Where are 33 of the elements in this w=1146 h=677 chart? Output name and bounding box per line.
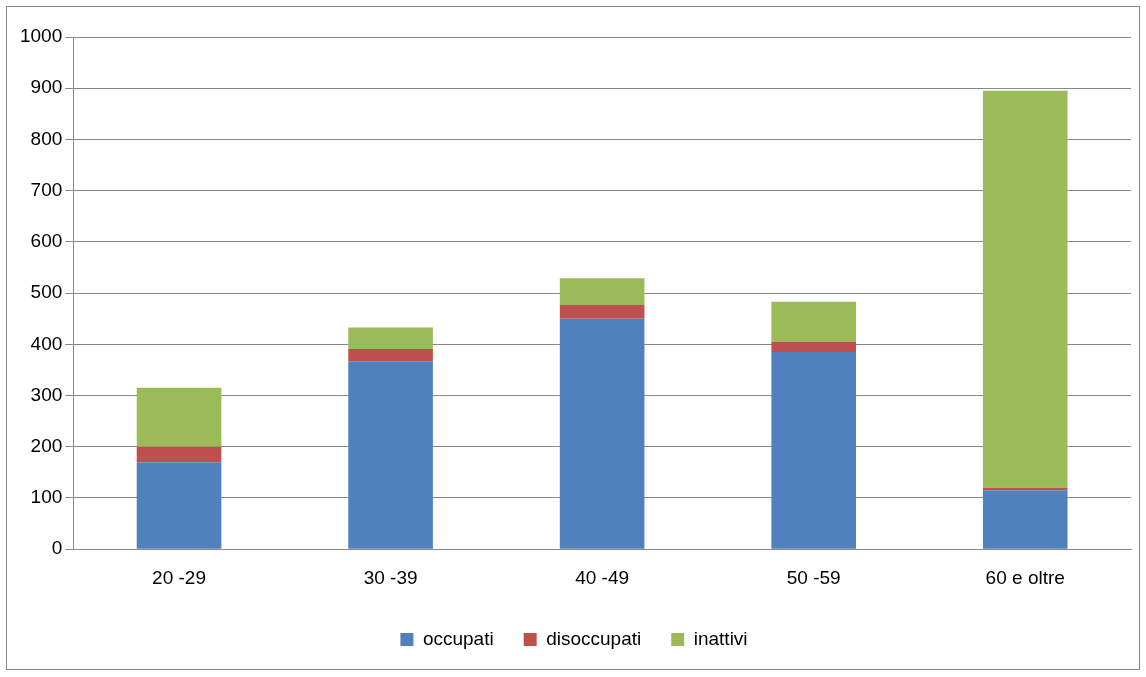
y-tick-label: 500 — [30, 281, 63, 303]
bar — [136, 446, 222, 463]
y-tick-label: 800 — [30, 127, 63, 149]
bar — [348, 361, 433, 549]
x-tick-label: 50 -59 — [786, 566, 841, 588]
bar — [136, 387, 222, 447]
legend-label: inattivi — [693, 627, 748, 649]
bar — [771, 301, 856, 342]
x-tick-label: 20 -29 — [152, 566, 206, 588]
y-tick-label: 200 — [30, 434, 63, 456]
legend-label: occupati — [422, 627, 494, 649]
y-tick-label: 600 — [30, 230, 63, 252]
x-tick-label: 40 -49 — [575, 566, 630, 588]
bar — [982, 490, 1068, 549]
bar — [982, 90, 1068, 488]
x-tick-label: 60 e oltre — [985, 566, 1065, 588]
bar — [136, 462, 222, 549]
bar — [559, 318, 645, 549]
y-tick-label: 100 — [30, 486, 63, 508]
x-tick-label: 30 -39 — [363, 566, 418, 588]
y-tick-label: 700 — [30, 178, 63, 200]
legend-label: disoccupati — [546, 627, 642, 649]
y-tick-label: 0 — [51, 537, 63, 559]
bar — [771, 352, 856, 549]
y-tick-label: 400 — [30, 332, 63, 354]
bar — [348, 327, 433, 349]
y-tick-label: 300 — [30, 383, 63, 405]
bar — [559, 278, 645, 305]
bar — [771, 341, 856, 352]
y-tick-label: 1000 — [19, 25, 63, 47]
bar — [559, 304, 645, 319]
bar — [348, 348, 433, 362]
y-tick-label: 900 — [30, 76, 63, 98]
